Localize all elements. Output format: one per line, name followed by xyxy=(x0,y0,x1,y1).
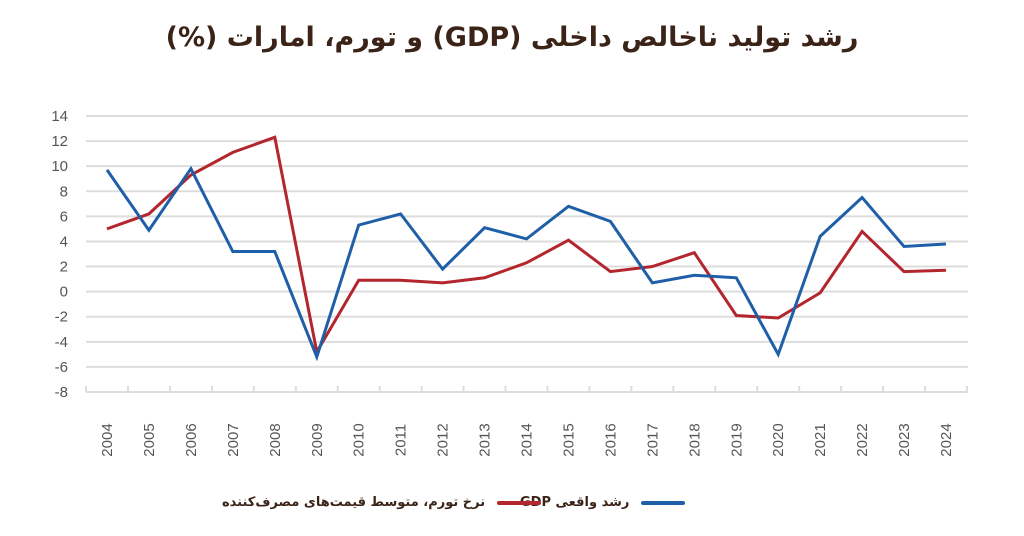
legend-label-inflation: نرخ تورم، متوسط قیمت‌های مصرف‌کننده xyxy=(222,495,486,510)
y-tick-label: 12 xyxy=(51,133,68,150)
x-tick-label: 2019 xyxy=(728,423,745,456)
x-tick-label: 2022 xyxy=(854,423,871,456)
x-tick-label: 2024 xyxy=(938,423,955,456)
y-tick-label: 8 xyxy=(60,183,68,200)
y-tick-label: 0 xyxy=(60,284,68,301)
y-tick-label: -6 xyxy=(55,359,68,376)
series-line-inflation xyxy=(106,135,947,357)
legend-swatch-inflation xyxy=(497,500,542,505)
x-tick-label: 2017 xyxy=(644,423,661,456)
y-tick-label: -4 xyxy=(55,334,68,351)
series-lines xyxy=(105,135,947,362)
legend: رشد واقعی GDP نرخ تورم، متوسط قیمت‌های م… xyxy=(0,495,1024,519)
y-tick-label: 4 xyxy=(60,233,68,250)
series-line-gdp xyxy=(105,165,947,362)
x-tick-label: 2008 xyxy=(267,423,284,456)
x-tick-label: 2007 xyxy=(225,423,242,456)
legend-item-inflation: نرخ تورم، متوسط قیمت‌های مصرف‌کننده xyxy=(222,495,542,510)
x-tick-label: 2023 xyxy=(896,423,913,456)
x-tick-label: 2012 xyxy=(435,423,452,456)
x-tick-label: 2013 xyxy=(477,423,494,456)
legend-label-gdp: رشد واقعی GDP xyxy=(520,495,630,510)
x-tick-label: 2015 xyxy=(560,423,577,456)
x-tick-label: 2016 xyxy=(602,423,619,456)
x-tick-label: 2020 xyxy=(770,423,787,456)
x-tick-label: 2006 xyxy=(183,423,200,456)
gridlines xyxy=(85,115,968,393)
y-tick-label: -8 xyxy=(55,384,68,401)
x-tick-label: 2005 xyxy=(141,423,158,456)
x-tick-label: 2018 xyxy=(686,423,703,456)
x-tick-label: 2010 xyxy=(351,423,368,456)
x-tick-label: 2009 xyxy=(309,423,326,456)
chart-title: رشد تولید ناخالص داخلی (GDP) و تورم، اما… xyxy=(165,22,859,53)
y-tick-label: 2 xyxy=(60,259,68,276)
y-tick-label: -2 xyxy=(55,309,68,326)
x-tick-label: 2004 xyxy=(99,423,116,456)
y-tick-label: 14 xyxy=(51,108,68,125)
x-tick-label: 2011 xyxy=(393,424,410,456)
y-tick-label: 10 xyxy=(51,158,68,175)
x-tick-label: 2014 xyxy=(519,423,536,456)
x-axis-ticks: 2004 2005 2006 2007 2008 2009 2010 2011 2012 2013… xyxy=(99,423,955,456)
y-axis-ticks: 14 12 10 8 6 4 2 0 -2 -4 -6 -8 xyxy=(51,108,68,401)
y-tick-label: 6 xyxy=(60,208,68,225)
legend-swatch-gdp xyxy=(641,500,686,505)
x-tick-label: 2021 xyxy=(812,423,829,456)
legend-item-gdp: رشد واقعی GDP xyxy=(520,495,686,510)
